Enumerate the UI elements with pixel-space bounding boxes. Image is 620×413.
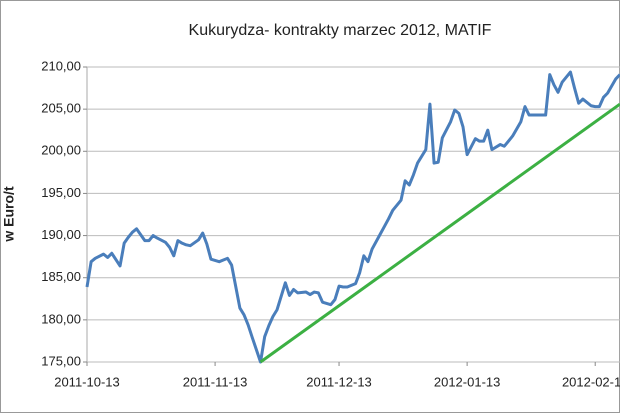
data-line: [259, 102, 620, 364]
y-tick-label: 190,00: [41, 227, 81, 242]
chart-title: Kukurydza- kontrakty marzec 2012, MATIF: [189, 22, 492, 39]
data-line: [85, 70, 620, 364]
x-tick-label: 2011-10-13: [54, 374, 120, 389]
y-tick-label: 185,00: [41, 269, 81, 284]
y-tick-label: 175,00: [41, 353, 81, 368]
y-tick-label: 205,00: [41, 101, 81, 116]
x-tick-label: 2012-01-13: [434, 374, 501, 389]
y-tick-label: 210,00: [41, 58, 81, 73]
x-tick-label: 2012-02-13: [562, 374, 620, 389]
x-tick-label: 2011-11-13: [183, 374, 248, 389]
y-tick-label: 200,00: [41, 143, 81, 158]
y-tick-label: 180,00: [41, 311, 81, 326]
y-tick-label: 195,00: [41, 185, 81, 200]
y-axis-label: w Euro/t: [1, 186, 17, 243]
x-tick-label: 2011-12-13: [306, 374, 372, 389]
